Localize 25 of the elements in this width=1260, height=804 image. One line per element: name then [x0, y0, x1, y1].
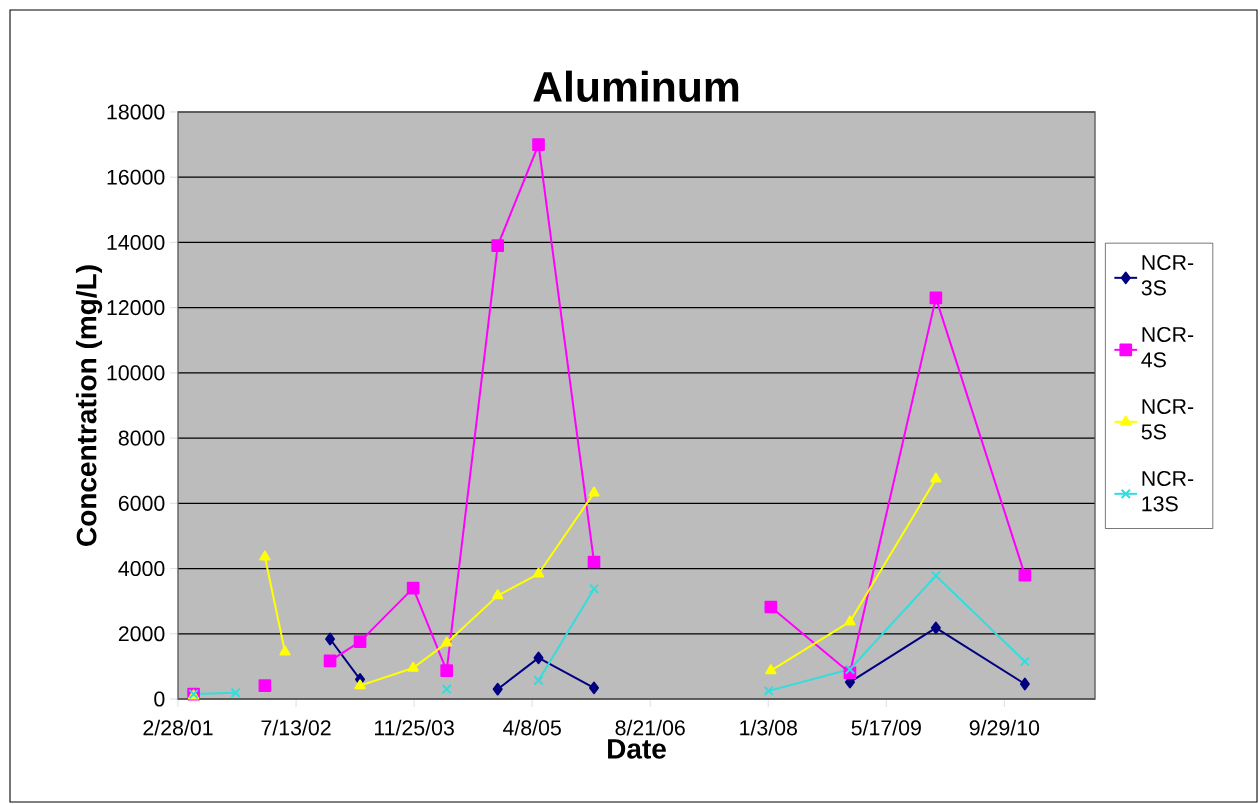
legend-label: NCR-3S — [1141, 254, 1194, 296]
x-tick-label: 11/25/03 — [375, 719, 454, 736]
x-tick-label: 5/17/09 — [851, 719, 921, 736]
y-axis-title: Concentration (mg/L) — [75, 265, 103, 546]
x-tick-label: 1/3/08 — [740, 719, 797, 736]
y-tick-label: 2000 — [118, 626, 165, 642]
x-tick-label: 2/28/01 — [143, 719, 213, 736]
chart-title: Aluminum — [533, 70, 739, 102]
legend-label: NCR-13S — [1142, 470, 1194, 512]
y-tick-label: 14000 — [107, 234, 165, 250]
y-tick-label: 0 — [154, 691, 165, 707]
x-tick-label: 8/21/06 — [615, 719, 685, 736]
y-tick-label: 16000 — [107, 169, 165, 185]
x-axis-title: Date — [608, 739, 666, 759]
x-tick-label: 7/13/02 — [261, 719, 331, 736]
y-tick-label: 18000 — [107, 104, 165, 120]
x-tick-label: 4/8/05 — [502, 719, 561, 736]
y-tick-label: 10000 — [107, 365, 165, 381]
y-tick-label: 8000 — [118, 430, 165, 446]
y-tick-label: 4000 — [118, 561, 165, 577]
y-tick-label: 12000 — [107, 300, 165, 316]
legend-label: NCR-5S — [1141, 398, 1194, 440]
legend-label: NCR-4S — [1141, 326, 1194, 368]
x-tick-label: 9/29/10 — [969, 719, 1040, 736]
y-tick-label: 6000 — [118, 495, 165, 511]
